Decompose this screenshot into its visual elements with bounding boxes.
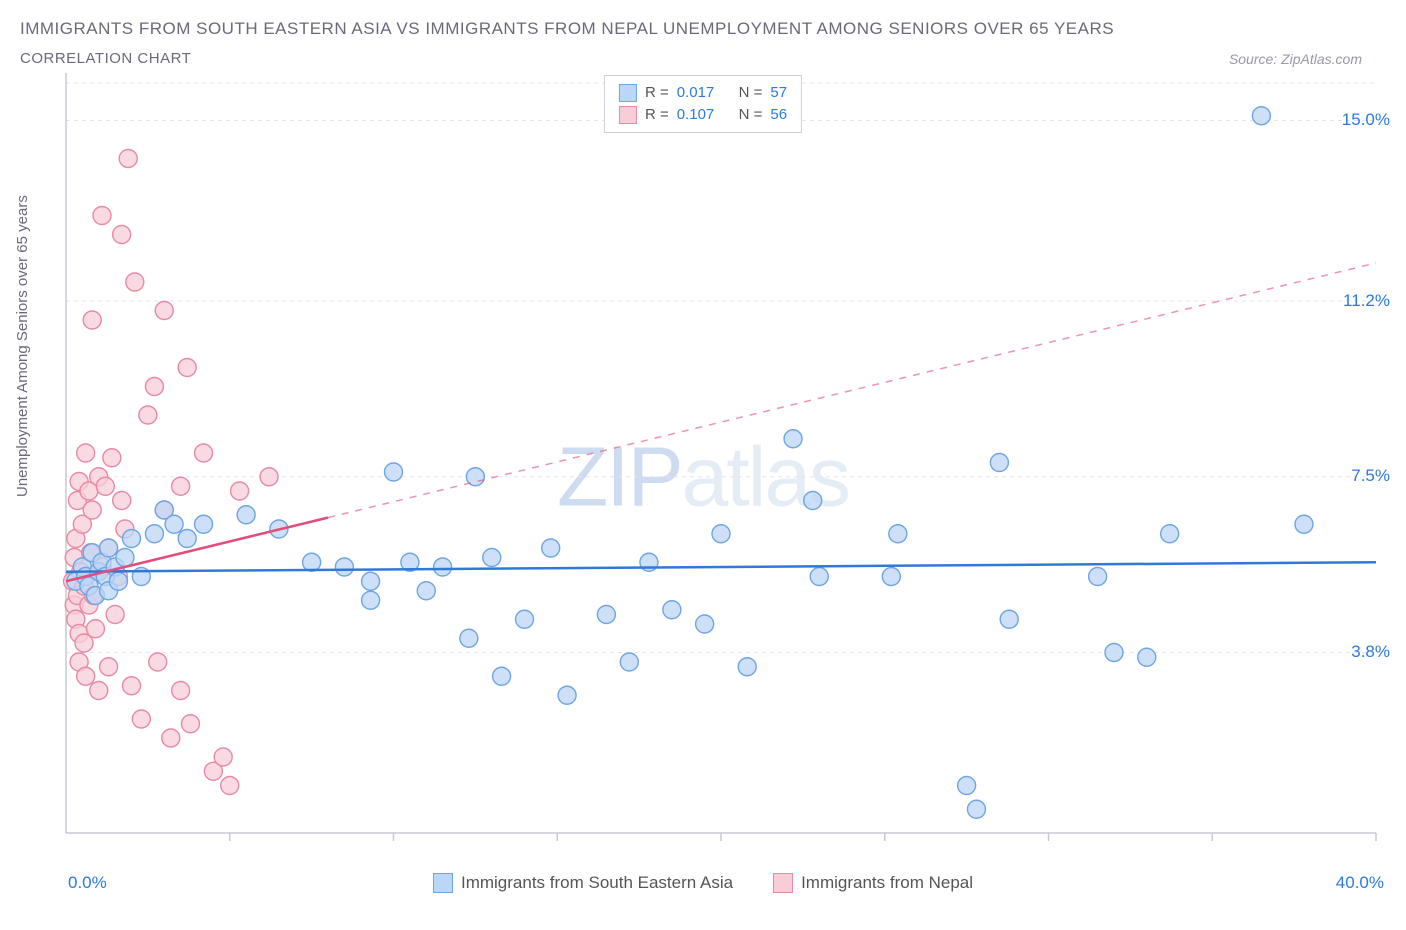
r-label: R = [645, 106, 669, 123]
scatter-chart [0, 67, 1406, 877]
n-label: N = [739, 84, 763, 101]
swatch-sea-icon [433, 873, 453, 893]
stats-legend: R = 0.017 N = 57 R = 0.107 N = 56 [604, 75, 802, 133]
swatch-nepal-icon [773, 873, 793, 893]
source-link[interactable]: ZipAtlas.com [1281, 51, 1362, 67]
legend-item-nepal: Immigrants from Nepal [773, 873, 973, 893]
chart-subtitle: CORRELATION CHART [20, 50, 191, 67]
legend-item-sea: Immigrants from South Eastern Asia [433, 873, 733, 893]
y-tick-label: 7.5% [1351, 466, 1390, 486]
y-tick-label: 3.8% [1351, 642, 1390, 662]
stats-legend-row-nepal: R = 0.107 N = 56 [619, 104, 787, 126]
r-value-nepal: 0.107 [677, 106, 715, 123]
swatch-nepal-icon [619, 106, 637, 124]
subtitle-row: CORRELATION CHART Source: ZipAtlas.com [20, 50, 1386, 67]
legend-label-nepal: Immigrants from Nepal [801, 873, 973, 893]
n-value-sea: 57 [770, 84, 787, 101]
n-label: N = [739, 106, 763, 123]
source-label: Source: [1229, 51, 1281, 67]
r-value-sea: 0.017 [677, 84, 715, 101]
r-label: R = [645, 84, 669, 101]
legend-label-sea: Immigrants from South Eastern Asia [461, 873, 733, 893]
stats-legend-row-sea: R = 0.017 N = 57 [619, 82, 787, 104]
y-tick-label: 15.0% [1342, 110, 1390, 130]
y-tick-label: 11.2% [1343, 291, 1390, 311]
n-value-nepal: 56 [770, 106, 787, 123]
header: IMMIGRANTS FROM SOUTH EASTERN ASIA VS IM… [0, 0, 1406, 67]
chart-title: IMMIGRANTS FROM SOUTH EASTERN ASIA VS IM… [20, 16, 1386, 42]
swatch-sea-icon [619, 84, 637, 102]
chart-area: Unemployment Among Seniors over 65 years… [0, 67, 1406, 897]
series-legend: Immigrants from South Eastern Asia Immig… [0, 873, 1406, 893]
source-attribution: Source: ZipAtlas.com [1229, 51, 1362, 67]
